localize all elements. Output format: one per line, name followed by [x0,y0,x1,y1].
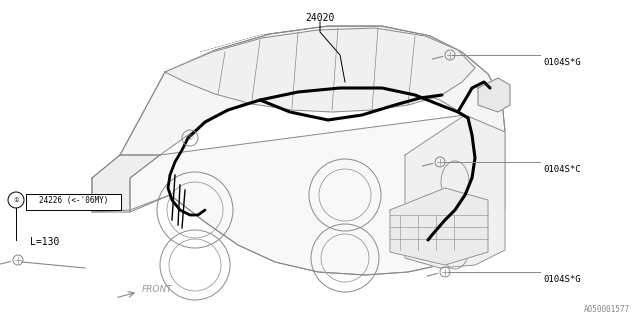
Polygon shape [405,115,505,268]
Polygon shape [92,155,160,212]
Text: ①: ① [187,135,193,141]
Bar [26,194,121,210]
Text: ①: ① [13,197,19,203]
Polygon shape [478,78,510,112]
Polygon shape [120,26,505,155]
Text: 0104S*G: 0104S*G [543,275,580,284]
Text: 0104S*C: 0104S*C [543,165,580,174]
Polygon shape [165,28,475,112]
Text: 24020: 24020 [305,13,335,23]
Polygon shape [130,115,505,275]
Text: 0104S*G: 0104S*G [543,58,580,67]
Text: A050001577: A050001577 [584,305,630,314]
Text: L=130: L=130 [30,237,60,247]
Text: FRONT: FRONT [142,284,173,293]
Polygon shape [390,188,488,265]
Text: 24226 (<-'06MY): 24226 (<-'06MY) [39,196,109,205]
